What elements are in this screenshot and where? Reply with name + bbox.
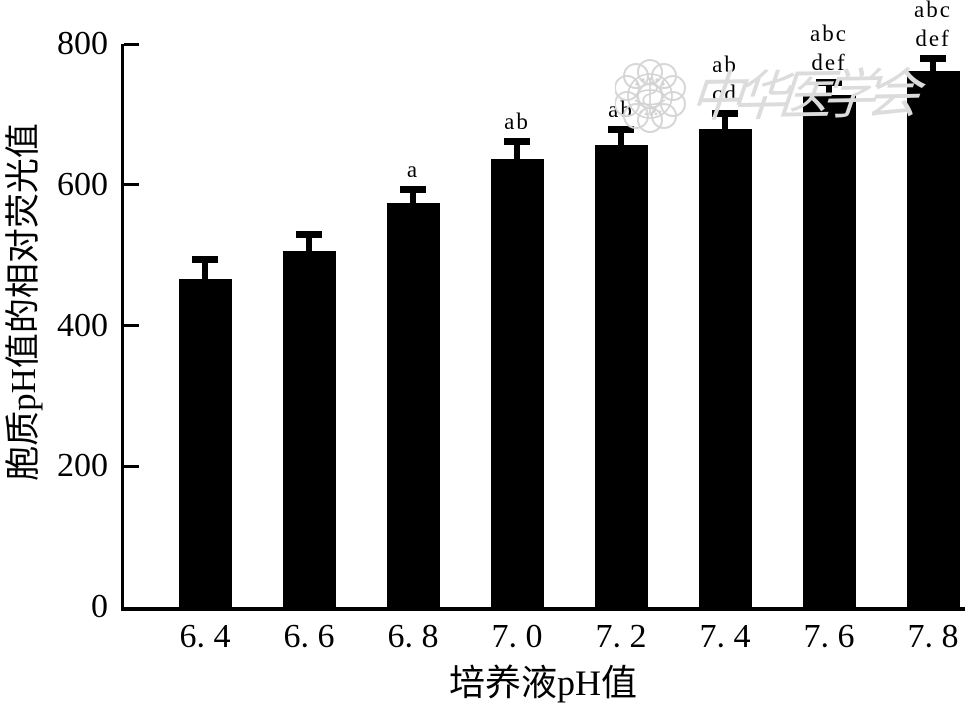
sig-label-6.8: a [353,155,473,184]
bar-7.4 [698,129,752,607]
y-tick-label-400: 400 [57,306,108,344]
error-bar-cap-6.4 [192,255,218,263]
bar-7.8 [906,70,960,607]
sig-label-7.8: abc def [873,0,965,53]
y-tick-mark-800 [124,42,139,46]
sig-label-line: ab [504,109,530,135]
x-tick-label-7.4: 7. 4 [699,618,751,655]
sig-label-line: ab [712,52,738,78]
sig-label-7.6: abc def [769,19,889,77]
error-bar-stem-6.6 [306,237,312,254]
error-bar-stem-6.4 [202,262,208,283]
error-bar-cap-6.6 [296,230,322,238]
sig-label-7.2: ab [561,95,681,124]
error-bar-cap-7.8 [920,54,946,62]
sig-label-7.0: ab [457,107,577,136]
error-bar-cap-7.6 [816,78,842,86]
sig-label-line: abc [810,20,848,46]
error-bar-stem-7.4 [722,117,728,133]
x-tick-label-7.0: 7. 0 [491,618,543,655]
sig-label-line: def [915,25,951,51]
bar-7.0 [490,158,544,607]
plot-area: 0 200 400 600 800 6. 4 6. 6 a 6. 8 ab 7. 0 ab 7. 2 ab… [57,0,965,654]
sig-label-line: ab [608,97,634,123]
y-tick-mark-200 [124,464,139,468]
y-tick-label-0: 0 [91,588,108,625]
x-tick-label-7.2: 7. 2 [595,618,647,655]
error-bar-cap-7.2 [608,126,634,134]
error-bar-stem-7.0 [514,145,520,162]
bar-7.2 [594,145,648,607]
x-tick-label-7.6: 7. 6 [803,618,855,655]
x-tick-label-6.4: 6. 4 [179,618,231,655]
sig-label-line: cd [712,81,738,107]
x-tick-label-7.8: 7. 8 [907,618,959,655]
sig-label-7.4: ab cd [665,50,785,108]
x-axis-title: 培养液pH值 [449,663,637,703]
error-bar-cap-6.8 [400,185,426,193]
error-bar-stem-6.8 [410,192,416,206]
sig-label-line: a [406,156,420,182]
sig-label-line: def [811,49,847,75]
y-tick-mark-600 [124,183,139,187]
bar-6.8 [386,203,440,607]
x-tick-label-6.8: 6. 8 [387,618,439,655]
error-bar-cap-7.0 [504,138,530,146]
error-bar-stem-7.8 [930,61,936,74]
y-tick-mark-400 [124,324,139,327]
bar-6.6 [282,250,336,607]
bar-7.6 [802,95,856,607]
y-tick-label-800: 800 [57,25,108,62]
y-tick-label-200: 200 [57,447,108,485]
error-bar-stem-7.2 [618,133,624,149]
x-tick-label-6.6: 6. 6 [283,618,335,655]
bar-6.4 [178,279,232,607]
error-bar-cap-7.4 [712,110,738,118]
sig-label-line: abc [914,0,952,22]
error-bar-stem-7.6 [826,85,832,99]
y-tick-label-600: 600 [57,165,108,203]
